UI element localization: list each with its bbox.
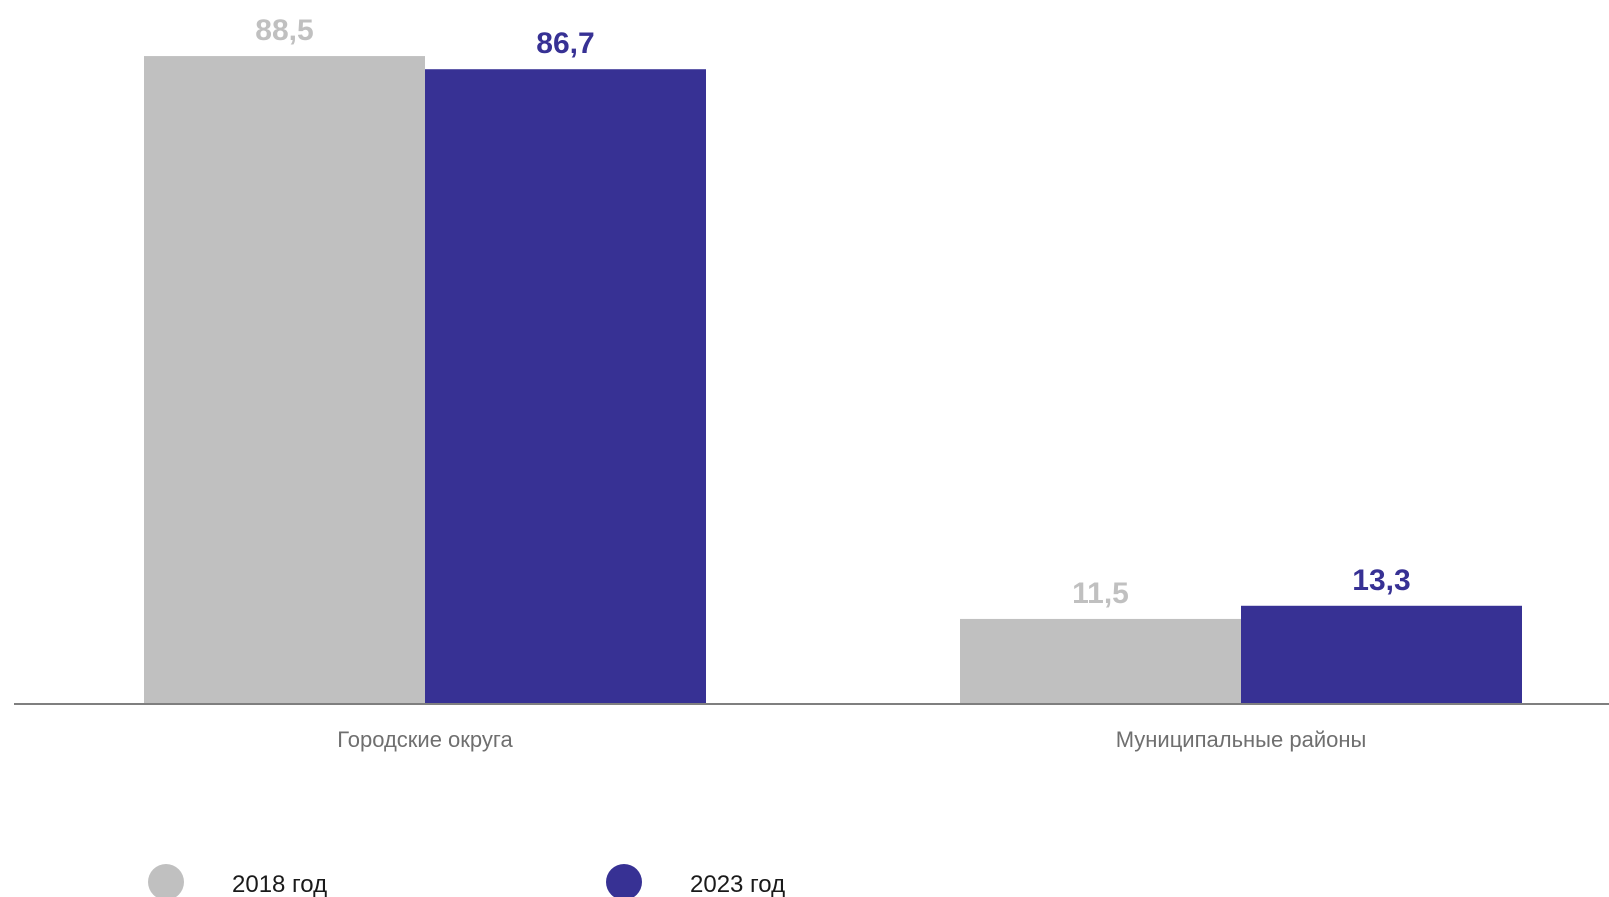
data-label: 13,3 bbox=[1352, 564, 1410, 597]
category-label: Городские округа bbox=[337, 727, 513, 752]
legend: 2018 год 2023 год bbox=[148, 864, 785, 897]
category-labels-group: Городские округа Муниципальные районы bbox=[337, 727, 1366, 752]
bar-1-series-1 bbox=[144, 56, 425, 703]
bars-group bbox=[144, 56, 1522, 703]
bar-1-series-2 bbox=[425, 69, 706, 703]
data-label: 88,5 bbox=[255, 14, 313, 47]
bar-2-series-2 bbox=[1241, 605, 1522, 703]
data-label: 11,5 bbox=[1072, 577, 1129, 610]
legend-label-1: 2018 год bbox=[232, 871, 327, 897]
legend-swatch-2 bbox=[606, 864, 642, 897]
category-label: Муниципальные районы bbox=[1116, 727, 1367, 752]
legend-swatch-1 bbox=[148, 864, 184, 897]
value-labels-group: 88,5 86,7 11,5 13,3 bbox=[255, 14, 1410, 610]
data-label: 86,7 bbox=[536, 27, 594, 60]
legend-label-2: 2023 год bbox=[690, 871, 785, 897]
bar-2-series-1 bbox=[960, 618, 1241, 703]
